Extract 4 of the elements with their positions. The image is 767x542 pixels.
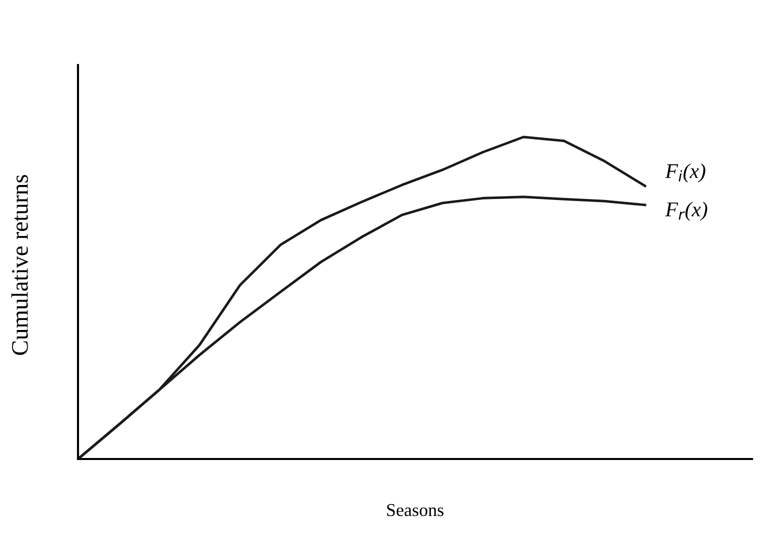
series-label: F$_{r}$(x) [665, 202, 708, 221]
y-axis-title: Cumulative returns [11, 175, 28, 355]
series-label: F$_{i}$(x) [665, 163, 706, 182]
x-axis-title: Seasons [387, 504, 444, 516]
